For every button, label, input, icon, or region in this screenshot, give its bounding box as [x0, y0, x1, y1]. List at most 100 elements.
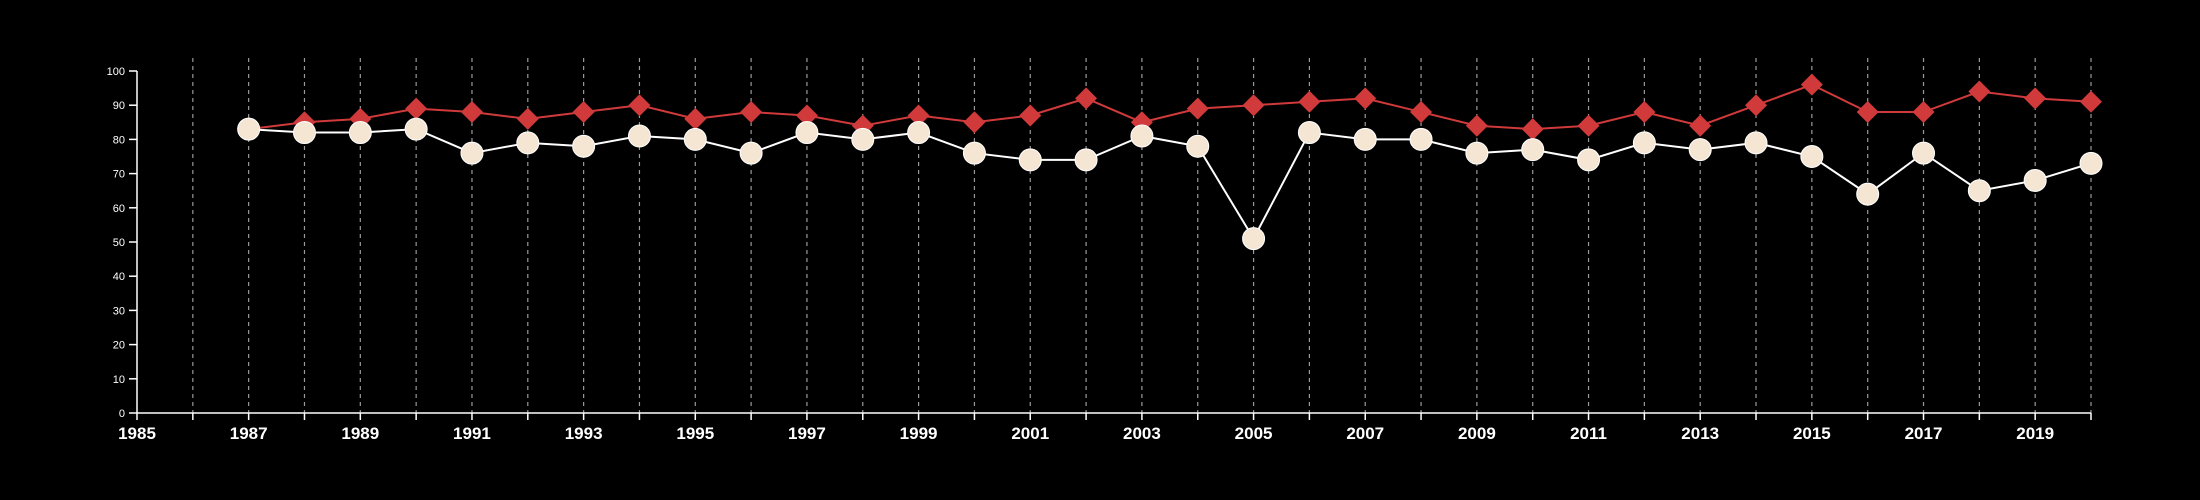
series-1-point-1997	[795, 104, 818, 127]
series-1-point-1991	[460, 101, 483, 124]
series-2-point-2001	[1018, 148, 1042, 172]
series-2-point-2016	[1856, 182, 1880, 206]
series-1-point-2008	[1410, 101, 1433, 124]
series-2-point-1992	[516, 131, 540, 155]
series-1-point-2013	[1689, 114, 1712, 137]
series-2-point-1987	[237, 117, 261, 141]
series-2-point-2018	[1967, 179, 1991, 203]
series-2-point-2004	[1186, 134, 1210, 158]
series-1-point-2004	[1186, 97, 1209, 120]
series-2-point-1994	[627, 124, 651, 148]
series-2-point-2014	[1744, 131, 1768, 155]
series-1-point-1996	[740, 101, 763, 124]
series-1-point-2017	[1912, 101, 1935, 124]
series-2-point-1996	[739, 141, 763, 165]
x-tick-label-1995: 1995	[676, 424, 714, 443]
series-1-point-1989	[349, 107, 372, 130]
series-2-point-2012	[1632, 131, 1656, 155]
series-2-point-1999	[907, 121, 931, 145]
series-1-point-1994	[628, 94, 651, 117]
x-tick-label-2013: 2013	[1681, 424, 1719, 443]
series-2-point-1998	[851, 127, 875, 151]
y-tick-label-70: 70	[113, 169, 125, 181]
series-1-point-1990	[405, 97, 428, 120]
x-tick-label-2003: 2003	[1123, 424, 1161, 443]
y-tick-label-30: 30	[113, 305, 125, 317]
x-tick-label-1999: 1999	[900, 424, 938, 443]
series-2-point-1990	[404, 117, 428, 141]
y-tick-label-100: 100	[107, 66, 125, 78]
series-1-point-2018	[1968, 80, 1991, 103]
x-tick-label-1993: 1993	[565, 424, 603, 443]
series-2-point-2017	[1912, 141, 1936, 165]
y-tick-label-40: 40	[113, 271, 125, 283]
series-2	[237, 117, 2103, 251]
series-1-point-2010	[1521, 118, 1544, 141]
series-1-point-2009	[1465, 114, 1488, 137]
series-2-point-1989	[348, 121, 372, 145]
series-1-point-2015	[1800, 73, 1823, 96]
x-tick-label-2011: 2011	[1570, 424, 1607, 443]
x-tick-label-1989: 1989	[341, 424, 379, 443]
series-2-point-1988	[292, 121, 316, 145]
series-1	[237, 73, 2102, 141]
series-1-point-1995	[684, 107, 707, 130]
series-1-point-2006	[1298, 90, 1321, 113]
x-tick-label-2001: 2001	[1011, 424, 1049, 443]
series-2-point-2008	[1409, 127, 1433, 151]
series-2-point-2020	[2079, 151, 2103, 175]
series-1-point-1992	[516, 107, 539, 130]
y-tick-label-0: 0	[119, 408, 125, 420]
x-tick-label-2007: 2007	[1346, 424, 1384, 443]
series-1-point-1993	[572, 101, 595, 124]
series-2-point-2010	[1521, 138, 1545, 162]
series-2-point-2002	[1074, 148, 1098, 172]
x-axis-ticks: 1985 1987 1989 1991 1993 1995 1997 1999 2001 2003…	[118, 413, 2092, 443]
x-tick-label-1987: 1987	[230, 424, 268, 443]
series-layer	[237, 73, 2103, 251]
series-1-point-2019	[2024, 87, 2047, 110]
x-tick-label-2019: 2019	[2016, 424, 2054, 443]
series-2-point-1993	[572, 134, 596, 158]
series-1-point-2005	[1242, 94, 1265, 117]
series-1-point-2002	[1075, 87, 1098, 110]
x-tick-label-2005: 2005	[1235, 424, 1273, 443]
series-1-point-2001	[1019, 104, 1042, 127]
series-2-point-2005	[1242, 227, 1266, 251]
series-1-point-2011	[1577, 114, 1600, 137]
y-tick-label-20: 20	[113, 340, 125, 352]
series-2-point-2011	[1577, 148, 1601, 172]
y-axis-ticks: 0 10 20 30 40 50 60 70 80 90 100	[107, 66, 137, 420]
series-1-point-2012	[1633, 101, 1656, 124]
series-2-point-1995	[683, 127, 707, 151]
y-tick-label-60: 60	[113, 203, 125, 215]
series-1-point-2016	[1856, 101, 1879, 124]
x-tick-label-1997: 1997	[788, 424, 826, 443]
x-tick-label-1991: 1991	[453, 424, 491, 443]
series-1-line	[248, 83, 2092, 131]
series-2-point-2013	[1688, 138, 1712, 162]
x-tick-label-1985: 1985	[118, 424, 156, 443]
y-tick-label-50: 50	[113, 237, 125, 249]
series-1-point-2020	[2080, 90, 2102, 113]
series-2-point-2009	[1465, 141, 1489, 165]
series-1-point-2014	[1745, 94, 1768, 117]
y-tick-label-90: 90	[113, 100, 125, 112]
series-2-point-1991	[460, 141, 484, 165]
x-tick-label-2009: 2009	[1458, 424, 1496, 443]
series-2-point-2019	[2023, 168, 2047, 192]
series-2-point-2015	[1800, 145, 1824, 168]
series-2-point-1997	[795, 121, 819, 145]
y-tick-label-10: 10	[113, 374, 125, 386]
series-2-point-2003	[1130, 124, 1154, 148]
series-1-point-1999	[907, 104, 930, 127]
x-tick-label-2017: 2017	[1905, 424, 1943, 443]
series-2-point-2006	[1297, 121, 1321, 145]
series-2-line	[248, 128, 2092, 241]
series-2-point-2007	[1353, 127, 1377, 151]
x-tick-label-2015: 2015	[1793, 424, 1831, 443]
series-1-point-2007	[1354, 87, 1377, 110]
y-tick-label-80: 80	[113, 134, 125, 146]
axes	[136, 71, 2091, 414]
